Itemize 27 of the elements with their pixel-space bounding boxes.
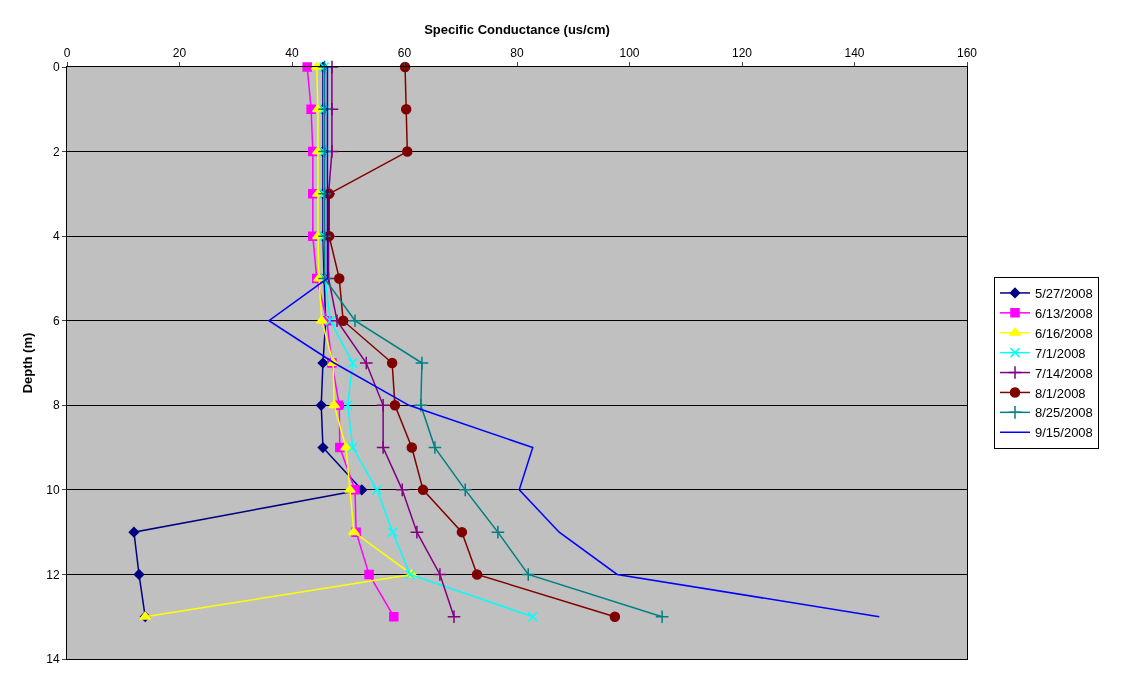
y-tick-label: 10 (46, 483, 60, 498)
y-tick-label: 8 (52, 398, 60, 413)
y-axis-title: Depth (m) (20, 332, 36, 394)
x-tick-label: 140 (844, 46, 865, 61)
y-tick-label: 4 (52, 229, 60, 244)
legend-label: 6/13/2008 (1035, 305, 1093, 321)
y-tick-label: 6 (52, 313, 60, 328)
x-tick-label: 60 (397, 46, 412, 61)
x-tick-label: 100 (619, 46, 640, 61)
legend-label: 9/15/2008 (1035, 425, 1093, 441)
legend-label: 7/1/2008 (1035, 345, 1086, 361)
x-tick-label: 40 (285, 46, 299, 61)
legend-label: 8/25/2008 (1035, 405, 1093, 421)
y-tick-label: 12 (46, 567, 60, 582)
y-tick-label: 0 (52, 60, 60, 75)
x-tick-label: 0 (63, 46, 71, 61)
x-tick-label: 160 (956, 46, 978, 61)
legend-label: 6/16/2008 (1035, 325, 1093, 341)
y-tick-label: 14 (46, 652, 60, 667)
x-tick-label: 80 (510, 46, 524, 61)
x-tick-label: 120 (731, 46, 753, 61)
legend-label: 5/27/2008 (1035, 286, 1093, 302)
legend-label: 8/1/2008 (1035, 385, 1086, 401)
x-axis-title: Specific Conductance (us/cm) (424, 22, 610, 38)
y-tick-label: 2 (52, 144, 60, 159)
x-tick-label: 20 (172, 46, 187, 61)
legend-label: 7/14/2008 (1035, 365, 1093, 381)
